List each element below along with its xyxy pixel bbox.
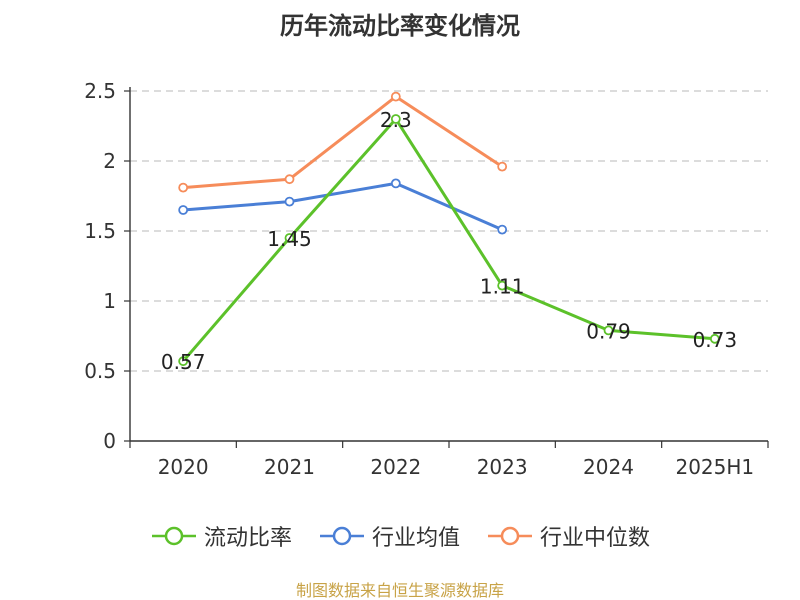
- data-label: 2.3: [380, 108, 412, 132]
- y-tick-label: 2: [103, 149, 116, 173]
- data-point: [178, 182, 189, 193]
- y-tick-label: 1.5: [84, 219, 116, 243]
- y-tick-label: 2.5: [84, 79, 116, 103]
- data-point: [390, 178, 401, 189]
- data-point: [284, 174, 295, 185]
- data-label: 1.11: [480, 275, 525, 299]
- series-line: [182, 117, 715, 363]
- legend-swatch-icon: [319, 526, 364, 546]
- data-point: [497, 224, 508, 235]
- legend-swatch-icon: [151, 526, 196, 546]
- data-point: [603, 325, 614, 336]
- legend-item[interactable]: 行业均值: [318, 520, 460, 552]
- data-label: 0.57: [161, 350, 206, 374]
- legend-swatch-icon: [488, 526, 532, 546]
- data-label: 0.73: [693, 328, 738, 352]
- y-tick-label: 0.5: [84, 359, 116, 383]
- legend: 流动比率 行业均值 行业中位数: [0, 520, 800, 552]
- x-tick-label: 2025H1: [675, 455, 754, 479]
- x-tick-label: 2020: [158, 455, 209, 479]
- data-point: [709, 333, 720, 344]
- legend-item[interactable]: 流动比率: [150, 520, 292, 552]
- legend-item[interactable]: 行业中位数: [486, 520, 650, 552]
- data-point: [178, 356, 189, 367]
- source-footer: 制图数据来自恒生聚源数据库: [295, 581, 504, 600]
- legend-label: 行业中位数: [540, 526, 651, 551]
- data-label: 0.79: [586, 319, 631, 343]
- data-point: [497, 161, 508, 172]
- chart-title: 历年流动比率变化情况: [280, 12, 520, 40]
- x-tick-label: 2023: [477, 455, 528, 479]
- data-label: 1.45: [267, 227, 312, 251]
- legend-label: 行业均值: [371, 526, 460, 551]
- x-tick-label: 2024: [583, 455, 634, 479]
- y-tick-label: 1: [103, 289, 116, 313]
- y-tick-label: 0: [103, 429, 116, 453]
- data-point: [390, 114, 401, 124]
- data-point: [497, 280, 508, 291]
- data-point: [390, 91, 401, 102]
- data-point: [284, 196, 295, 207]
- series-line: [183, 95, 503, 190]
- line-chart: 0 0.5 1 1.5 2 2.5 2020 2021 2022 2023 2024 2025H1 0.…: [84, 79, 769, 479]
- data-point: [178, 205, 189, 215]
- data-point: [284, 233, 295, 243]
- x-tick-label: 2022: [370, 455, 421, 479]
- legend-label: 流动比率: [203, 526, 292, 551]
- series-line: [183, 181, 503, 231]
- x-tick-label: 2021: [264, 455, 315, 479]
